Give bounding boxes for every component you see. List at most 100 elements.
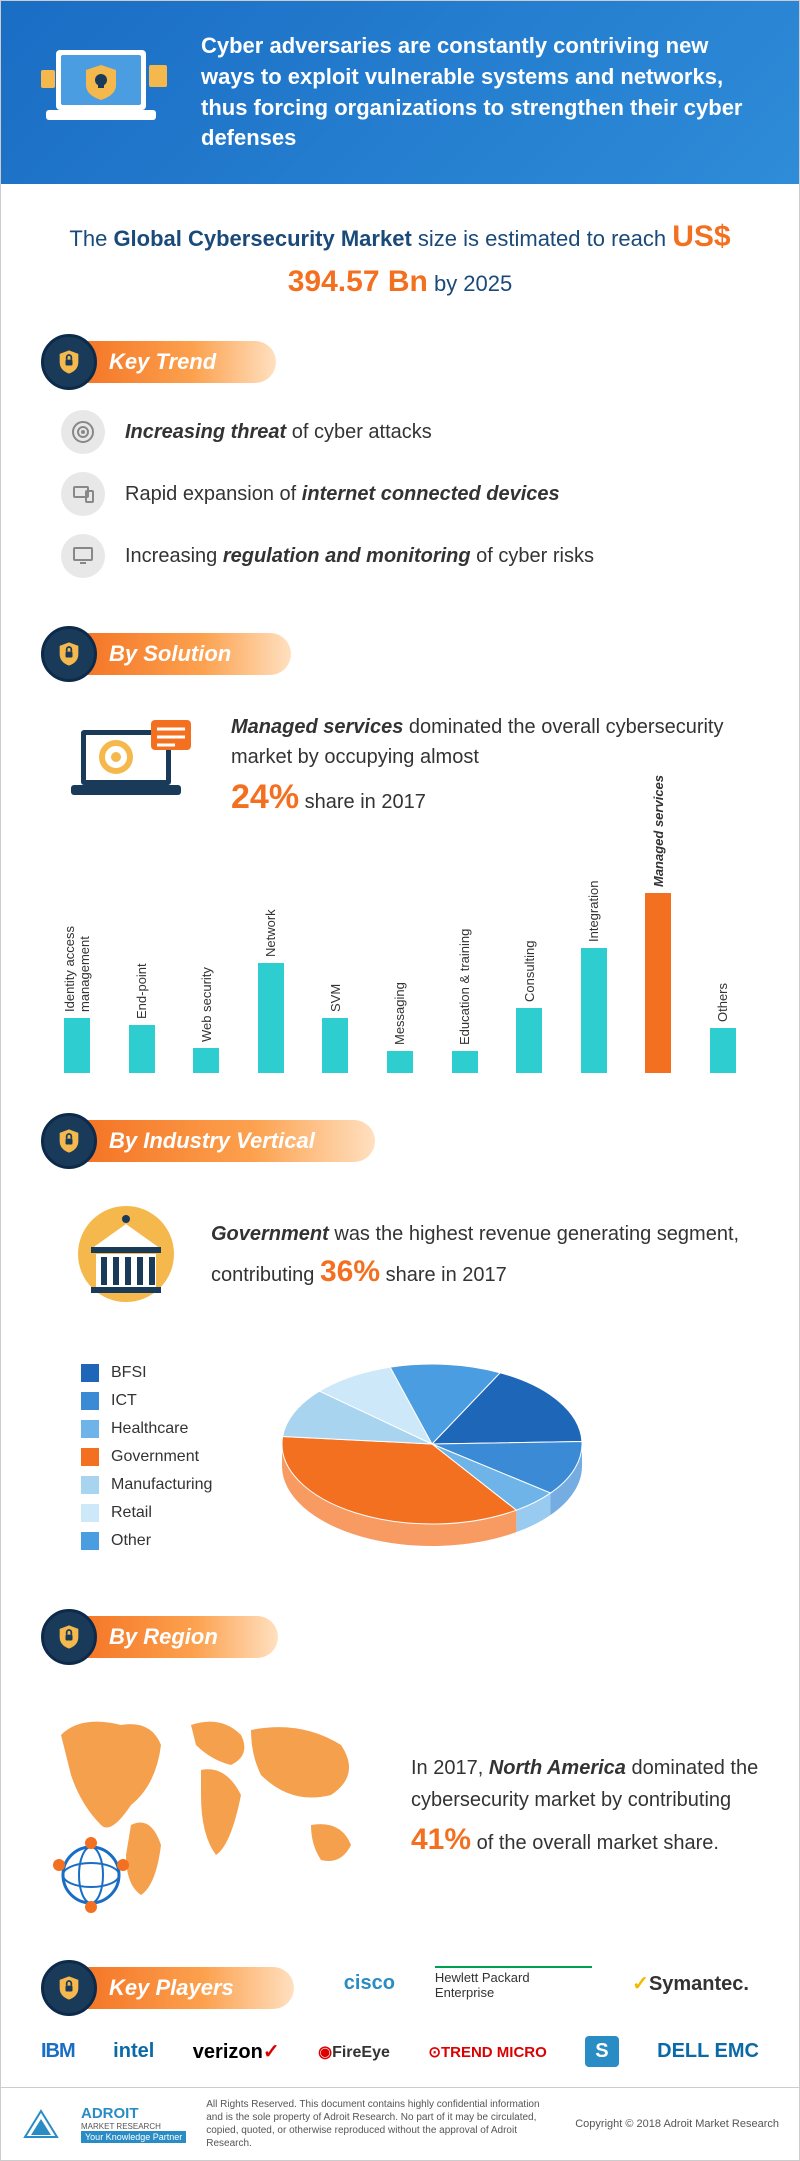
section-title: By Industry Vertical xyxy=(69,1120,375,1162)
players-row-2: IBM intel verizon✓ ◉FireEye ⊙TREND MICRO… xyxy=(1,2026,799,2087)
legend-item: Other xyxy=(81,1532,212,1550)
bar-item: SVM xyxy=(309,872,361,1073)
bar xyxy=(387,1051,413,1073)
player-logo: S xyxy=(585,2036,618,2067)
industry-pie-section: BFSI ICT Healthcare Government Manufacturing… xyxy=(1,1334,799,1599)
players-row-1: cisco Hewlett Packard Enterprise ✓Symant… xyxy=(294,1966,799,2010)
intro-text: The Global Cybersecurity Market size is … xyxy=(1,184,799,324)
bar xyxy=(452,1051,478,1073)
footer-copyright: Copyright © 2018 Adroit Market Research xyxy=(575,2118,779,2130)
bar-item: Web security xyxy=(180,902,232,1073)
bar-label: Education & training xyxy=(457,905,472,1045)
section-title: By Region xyxy=(69,1616,278,1658)
shield-badge-icon xyxy=(41,334,97,390)
section-title: Key Players xyxy=(69,1967,294,2009)
footer-rights: All Rights Reserved. This document conta… xyxy=(206,2098,555,2150)
bar-label: Messaging xyxy=(392,905,407,1045)
solution-bar-chart: Identity access management End-point Web s… xyxy=(1,843,799,1103)
shield-badge-icon xyxy=(41,1609,97,1665)
section-header-players: Key Players xyxy=(41,1960,294,2016)
trend-item: Rapid expansion of internet connected de… xyxy=(61,472,749,516)
trend-item: Increasing regulation and monitoring of … xyxy=(61,534,749,578)
pie-chart xyxy=(252,1344,612,1569)
legend-item: BFSI xyxy=(81,1364,212,1382)
footer: ADROIT MARKET RESEARCH Your Knowledge Pa… xyxy=(1,2087,799,2160)
bar-item: Managed services xyxy=(632,747,684,1073)
legend-item: Government xyxy=(81,1448,212,1466)
shield-badge-icon xyxy=(41,1960,97,2016)
bar-label: Managed services xyxy=(651,747,666,887)
laptop-shield-icon xyxy=(41,40,171,145)
legend-swatch xyxy=(81,1364,99,1382)
footer-logo xyxy=(21,2109,61,2139)
player-logo: cisco xyxy=(344,1972,395,1995)
header-text: Cyber adversaries are constantly contriv… xyxy=(201,31,759,154)
legend-swatch xyxy=(81,1532,99,1550)
bar xyxy=(64,1018,90,1073)
bar-label: Network xyxy=(263,817,278,957)
bar xyxy=(581,948,607,1073)
bar xyxy=(193,1048,219,1073)
section-title: By Solution xyxy=(69,633,291,675)
legend-swatch xyxy=(81,1392,99,1410)
bar xyxy=(322,1018,348,1073)
devices-icon xyxy=(61,472,105,516)
section-header-trend: Key Trend xyxy=(41,334,799,390)
bar xyxy=(516,1008,542,1073)
player-logo: intel xyxy=(113,2040,154,2063)
bar-item: Consulting xyxy=(503,862,555,1073)
bar-item: Integration xyxy=(568,802,620,1073)
region-summary: In 2017, North America dominated the cyb… xyxy=(1,1685,799,1950)
player-logo: ✓Symantec. xyxy=(632,1971,749,1996)
legend-swatch xyxy=(81,1476,99,1494)
bar xyxy=(258,963,284,1073)
bar-item: Education & training xyxy=(439,905,491,1073)
shield-badge-icon xyxy=(41,626,97,682)
trend-list: Increasing threat of cyber attacks Rapid… xyxy=(1,410,799,616)
shield-badge-icon xyxy=(41,1113,97,1169)
section-header-industry: By Industry Vertical xyxy=(41,1113,799,1169)
player-logo: verizon✓ xyxy=(193,2039,280,2064)
bar xyxy=(129,1025,155,1073)
bar-label: Integration xyxy=(586,802,601,942)
target-icon xyxy=(61,410,105,454)
legend-swatch xyxy=(81,1420,99,1438)
government-building-icon xyxy=(71,1199,181,1314)
bar-item: Messaging xyxy=(374,905,426,1073)
player-logo: IBM xyxy=(41,2040,75,2063)
player-logo: ◉FireEye xyxy=(318,2042,390,2062)
solution-pct: 24% xyxy=(231,778,299,816)
bar-item: Others xyxy=(697,882,749,1073)
industry-summary: Government was the highest revenue gener… xyxy=(1,1189,799,1334)
bar-label: Web security xyxy=(199,902,214,1042)
pie-legend: BFSI ICT Healthcare Government Manufacturing… xyxy=(81,1364,212,1550)
region-pct: 41% xyxy=(411,1823,471,1856)
legend-item: Retail xyxy=(81,1504,212,1522)
bar-item: End-point xyxy=(116,879,168,1073)
bar-label: SVM xyxy=(328,872,343,1012)
bar-label: End-point xyxy=(134,879,149,1019)
legend-item: Healthcare xyxy=(81,1420,212,1438)
bar-label: Others xyxy=(715,882,730,1022)
infographic-container: Cyber adversaries are constantly contriv… xyxy=(0,0,800,2161)
laptop-gear-icon xyxy=(71,715,201,820)
bar xyxy=(710,1028,736,1073)
legend-item: Manufacturing xyxy=(81,1476,212,1494)
section-header-region: By Region xyxy=(41,1609,799,1665)
bar xyxy=(645,893,671,1073)
trend-item: Increasing threat of cyber attacks xyxy=(61,410,749,454)
bar-label: Identity access management xyxy=(62,872,92,1012)
bar-item: Identity access management xyxy=(51,872,103,1073)
header-banner: Cyber adversaries are constantly contriv… xyxy=(1,1,799,184)
industry-pct: 36% xyxy=(320,1255,380,1288)
monitor-icon xyxy=(61,534,105,578)
player-logo: Hewlett Packard Enterprise xyxy=(435,1966,592,2000)
legend-swatch xyxy=(81,1448,99,1466)
bar-item: Network xyxy=(245,817,297,1073)
world-map-icon xyxy=(41,1695,381,1920)
section-title: Key Trend xyxy=(69,341,276,383)
section-header-solution: By Solution xyxy=(41,626,799,682)
player-logo: ⊙TREND MICRO xyxy=(428,2043,546,2061)
legend-item: ICT xyxy=(81,1392,212,1410)
player-logo: DELL EMC xyxy=(657,2040,759,2063)
